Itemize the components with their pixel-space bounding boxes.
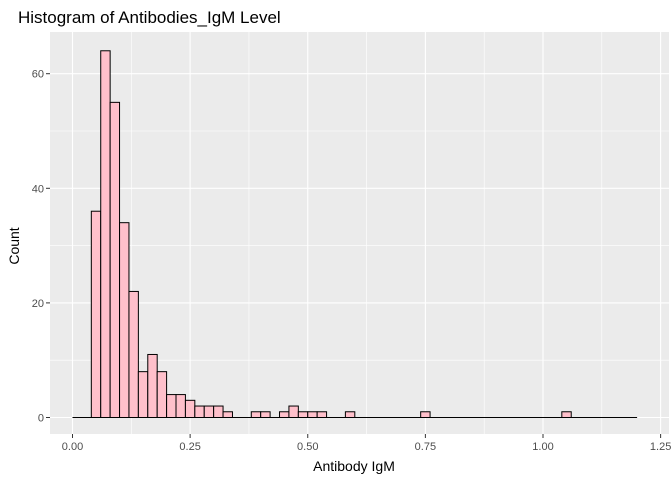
histogram-bar <box>420 411 431 418</box>
y-tick-label: 60 <box>32 69 44 81</box>
histogram-bar <box>128 290 139 418</box>
histogram-bar <box>344 411 356 418</box>
y-tick-label: 40 <box>32 183 44 195</box>
histogram-bar <box>119 222 130 418</box>
histogram-bar <box>260 411 271 418</box>
histogram-bar <box>250 411 262 418</box>
y-tick-label: 0 <box>38 413 44 425</box>
y-tick-label: 20 <box>32 298 44 310</box>
histogram-bar <box>297 411 309 418</box>
x-tick-label: 0.25 <box>179 441 200 453</box>
histogram-bar <box>307 411 318 418</box>
histogram-bar <box>222 411 233 418</box>
histogram-bar <box>156 371 168 419</box>
histogram-bar <box>184 399 196 418</box>
histogram-bar <box>109 101 121 418</box>
histogram-bar <box>175 394 186 418</box>
histogram-bar <box>561 411 572 418</box>
x-axis-label: Antibody IgM <box>313 458 395 474</box>
histogram-bar <box>100 50 111 418</box>
histogram-bar <box>279 411 290 418</box>
minor-gridlines <box>50 32 669 434</box>
histogram-bar <box>166 394 177 418</box>
y-axis-label: Count <box>6 227 22 264</box>
histogram-bar <box>90 210 102 418</box>
histogram-bar <box>194 405 205 419</box>
histogram-bar <box>203 405 215 419</box>
histogram-bar <box>316 411 328 418</box>
histogram-bar <box>213 405 224 419</box>
chart-title: Histogram of Antibodies_IgM Level <box>18 8 281 27</box>
histogram-bars <box>90 50 572 419</box>
x-tick-label: 0.50 <box>297 441 318 453</box>
histogram-bar <box>147 353 158 418</box>
x-tick-label: 1.00 <box>532 441 553 453</box>
y-axis-ticks: 0 20 40 60 <box>32 69 50 425</box>
x-axis-ticks: 0.00 0.25 0.50 0.75 1.00 1.25 <box>62 434 671 453</box>
x-tick-label: 0.00 <box>62 441 83 453</box>
histogram-bar <box>288 405 299 419</box>
x-tick-label: 0.75 <box>415 441 436 453</box>
x-tick-label: 1.25 <box>650 441 671 453</box>
histogram-bar <box>137 371 149 419</box>
